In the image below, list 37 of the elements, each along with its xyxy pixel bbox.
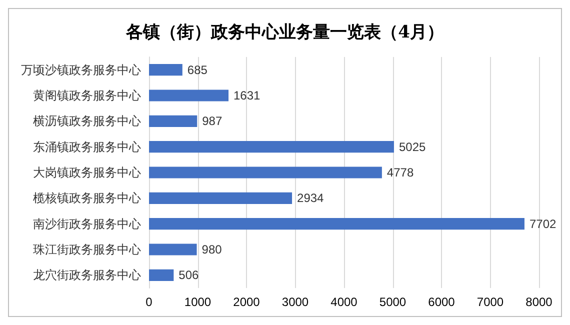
data-label: 7702 [529,216,556,231]
x-tick-label: 1000 [184,295,212,309]
y-tick-label: 万顷沙镇政务服务中心 [21,62,141,77]
data-label: 2934 [297,191,324,206]
data-label: 685 [187,62,208,77]
x-tick-label: 2000 [233,295,260,309]
bar [149,166,382,178]
bar [149,90,229,102]
bar [149,269,174,281]
x-tick-label: 0 [146,295,153,309]
data-label: 4778 [386,166,414,180]
y-tick-label: 珠江街政务服务中心 [33,242,141,256]
bar [149,244,197,256]
data-label: 1631 [234,88,261,102]
y-tick-label: 龙穴街政务服务中心 [33,268,141,282]
bar [149,64,182,76]
y-tick-label: 南沙街政务服务中心 [33,216,141,231]
data-label: 506 [178,268,200,282]
bar [149,115,198,127]
y-tick-label: 榄核镇政务服务中心 [33,191,141,206]
y-tick-label: 黄阁镇政务服务中心 [33,88,141,102]
y-tick-label: 横沥镇政务服务中心 [33,114,141,128]
x-tick-label: 7000 [476,295,504,309]
y-tick-label: 大岗镇政务服务中心 [33,166,141,180]
x-tick-label: 4000 [330,295,358,309]
data-label: 5025 [398,140,426,154]
bar [149,218,524,230]
y-tick-label: 东涌镇政务服务中心 [33,140,141,154]
data-label: 980 [202,242,222,256]
chart-title: 各镇（街）政务中心业务量一览表（4月） [125,22,444,42]
bar [149,141,394,153]
bar [149,192,292,204]
x-tick-label: 3000 [282,295,309,309]
data-label: 987 [202,114,222,128]
x-tick-label: 6000 [428,295,456,309]
x-tick-label: 5000 [379,295,406,309]
x-tick-label: 8000 [526,295,553,309]
